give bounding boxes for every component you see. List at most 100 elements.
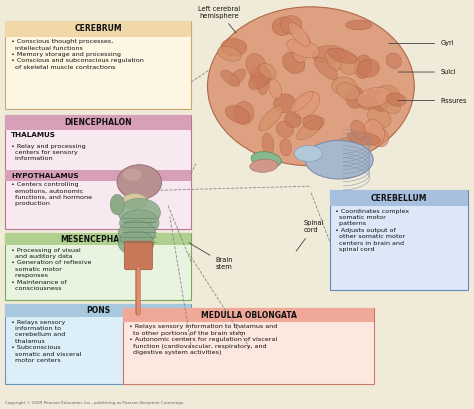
- Text: • Conscious thought processes,
  intellectual functions
• Memory storage and pro: • Conscious thought processes, intellect…: [11, 39, 144, 70]
- Text: MESENCEPHALON: MESENCEPHALON: [60, 235, 137, 244]
- Text: Brain
stem: Brain stem: [189, 243, 233, 270]
- FancyBboxPatch shape: [5, 115, 191, 229]
- Ellipse shape: [328, 48, 357, 63]
- Text: MEDULLA OBLONGATA: MEDULLA OBLONGATA: [201, 311, 297, 320]
- Ellipse shape: [305, 140, 373, 179]
- Ellipse shape: [122, 193, 147, 209]
- Ellipse shape: [110, 194, 124, 215]
- Ellipse shape: [259, 106, 283, 131]
- FancyBboxPatch shape: [5, 115, 191, 130]
- Ellipse shape: [303, 115, 323, 130]
- FancyBboxPatch shape: [5, 304, 191, 317]
- Ellipse shape: [367, 126, 389, 147]
- Ellipse shape: [281, 16, 302, 34]
- Ellipse shape: [346, 20, 372, 30]
- Ellipse shape: [294, 145, 323, 162]
- Ellipse shape: [246, 54, 266, 77]
- Ellipse shape: [331, 138, 354, 155]
- FancyBboxPatch shape: [330, 190, 468, 206]
- Ellipse shape: [230, 69, 246, 85]
- Ellipse shape: [225, 106, 250, 123]
- FancyBboxPatch shape: [123, 308, 374, 322]
- Ellipse shape: [314, 57, 337, 80]
- Ellipse shape: [288, 22, 310, 46]
- Ellipse shape: [375, 85, 400, 106]
- Ellipse shape: [291, 92, 313, 112]
- FancyBboxPatch shape: [5, 233, 191, 300]
- FancyBboxPatch shape: [123, 308, 374, 384]
- FancyBboxPatch shape: [5, 233, 191, 245]
- Ellipse shape: [357, 97, 375, 110]
- Text: • Processing of visual
  and auditory data
• Generation of reflexive
  somatic m: • Processing of visual and auditory data…: [11, 247, 91, 291]
- Text: Sulci: Sulci: [398, 69, 456, 75]
- Ellipse shape: [234, 101, 254, 124]
- Ellipse shape: [386, 53, 401, 68]
- Ellipse shape: [280, 139, 292, 156]
- Ellipse shape: [332, 77, 356, 95]
- FancyBboxPatch shape: [330, 190, 468, 290]
- Ellipse shape: [119, 210, 159, 236]
- Ellipse shape: [358, 59, 379, 77]
- Text: • Coordinates complex
  somatic motor
  patterns
• Adjusts output of
  other som: • Coordinates complex somatic motor patt…: [335, 209, 410, 252]
- Text: Left cerebral
hemisphere: Left cerebral hemisphere: [198, 6, 240, 33]
- FancyBboxPatch shape: [5, 21, 191, 109]
- Ellipse shape: [221, 38, 247, 56]
- Ellipse shape: [221, 70, 240, 86]
- Ellipse shape: [118, 198, 161, 227]
- Ellipse shape: [284, 112, 301, 128]
- Ellipse shape: [386, 93, 406, 106]
- Ellipse shape: [123, 169, 142, 181]
- Ellipse shape: [363, 119, 384, 146]
- Ellipse shape: [326, 49, 341, 70]
- Text: DIENCEPHALON: DIENCEPHALON: [64, 118, 132, 127]
- Ellipse shape: [255, 64, 268, 95]
- Text: Copyright © 2009 Pearson Education, Inc., publishing as Pearson Benjamin Cumming: Copyright © 2009 Pearson Education, Inc.…: [5, 401, 185, 405]
- Ellipse shape: [366, 90, 387, 111]
- Text: Gyri: Gyri: [389, 40, 454, 47]
- Ellipse shape: [118, 221, 156, 245]
- Ellipse shape: [251, 152, 282, 168]
- Ellipse shape: [292, 34, 310, 62]
- Ellipse shape: [347, 132, 381, 145]
- Text: • Relays sensory
  information to
  cerebellum and
  thalamus
• Subconscious
  s: • Relays sensory information to cerebell…: [11, 319, 82, 363]
- FancyBboxPatch shape: [5, 21, 191, 37]
- Ellipse shape: [262, 133, 274, 155]
- Text: CEREBRUM: CEREBRUM: [74, 25, 122, 34]
- Text: Spinal
cord: Spinal cord: [296, 220, 324, 251]
- Text: • Relay and processing
  centers for sensory
  information: • Relay and processing centers for senso…: [11, 144, 86, 161]
- Ellipse shape: [337, 83, 360, 100]
- FancyBboxPatch shape: [5, 171, 191, 181]
- Ellipse shape: [283, 52, 305, 74]
- Ellipse shape: [367, 107, 391, 128]
- Ellipse shape: [218, 46, 241, 61]
- Ellipse shape: [351, 120, 366, 140]
- Ellipse shape: [118, 231, 154, 256]
- Text: THALAMUS: THALAMUS: [11, 132, 56, 138]
- Ellipse shape: [276, 121, 294, 137]
- Ellipse shape: [259, 63, 276, 79]
- Ellipse shape: [273, 94, 295, 113]
- Ellipse shape: [272, 17, 293, 36]
- Ellipse shape: [297, 117, 324, 140]
- FancyBboxPatch shape: [124, 241, 153, 270]
- Ellipse shape: [287, 39, 320, 58]
- Ellipse shape: [375, 92, 401, 114]
- Ellipse shape: [357, 87, 391, 107]
- Ellipse shape: [249, 69, 272, 90]
- Ellipse shape: [355, 55, 372, 79]
- Ellipse shape: [117, 165, 162, 200]
- Ellipse shape: [250, 67, 271, 85]
- Ellipse shape: [269, 79, 282, 99]
- Ellipse shape: [208, 7, 414, 166]
- Text: PONS: PONS: [86, 306, 110, 315]
- Ellipse shape: [250, 159, 278, 172]
- Ellipse shape: [345, 86, 365, 108]
- FancyBboxPatch shape: [5, 304, 191, 384]
- Text: Fissures: Fissures: [398, 98, 466, 103]
- Text: CEREBELLUM: CEREBELLUM: [371, 194, 427, 203]
- Text: HYPOTHALAMUS: HYPOTHALAMUS: [11, 173, 79, 178]
- Ellipse shape: [339, 54, 359, 74]
- Text: • Relays sensory information to thalamus and
  to other portions of the brain st: • Relays sensory information to thalamus…: [128, 324, 277, 355]
- Ellipse shape: [312, 45, 346, 63]
- Ellipse shape: [294, 92, 319, 118]
